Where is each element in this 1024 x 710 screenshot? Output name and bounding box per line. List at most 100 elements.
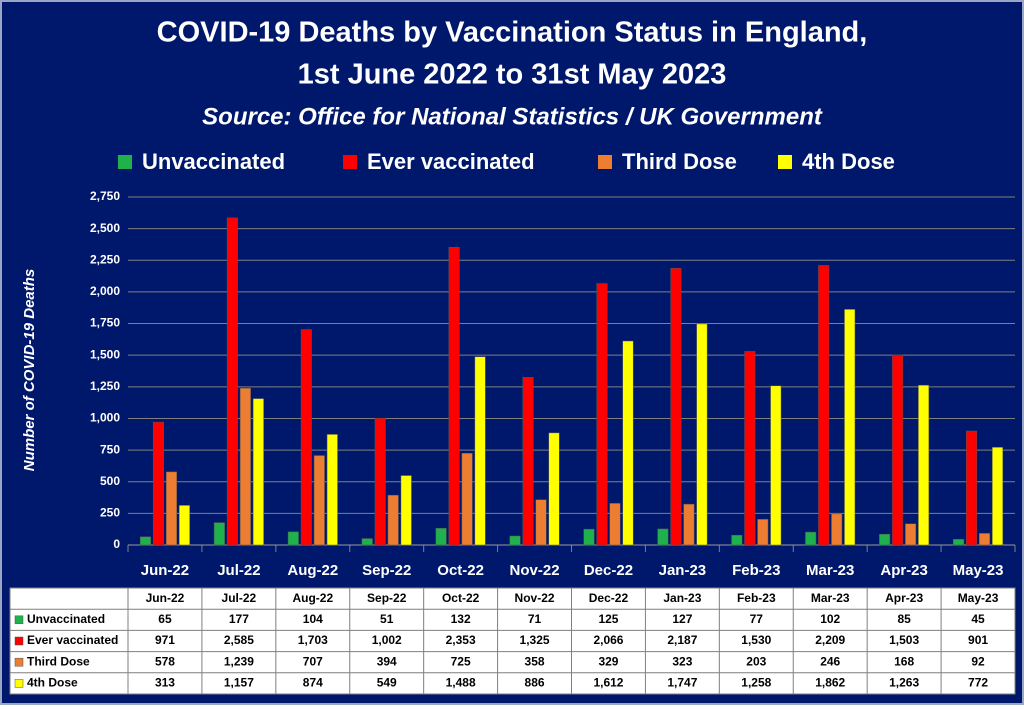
bar xyxy=(522,377,534,546)
table-cell: 358 xyxy=(525,654,545,668)
table-header: Jun-22 xyxy=(146,591,185,605)
x-tick-label: Apr-23 xyxy=(880,562,928,579)
x-tick-label: Aug-22 xyxy=(287,562,338,579)
bar xyxy=(683,503,695,546)
bar xyxy=(583,528,595,546)
bar xyxy=(374,417,386,546)
bar xyxy=(979,533,991,546)
table-cell: 203 xyxy=(746,654,766,668)
table-legend-swatch xyxy=(14,679,24,688)
bar xyxy=(953,539,965,546)
bar xyxy=(805,531,817,546)
table-header: Aug-22 xyxy=(292,591,333,605)
bar xyxy=(622,340,634,546)
legend-label: Unvaccinated xyxy=(142,149,285,174)
y-tick-label: 1,500 xyxy=(90,347,120,361)
x-tick-label: Nov-22 xyxy=(510,562,560,579)
table-cell: 1,703 xyxy=(298,633,328,647)
table-cell: 329 xyxy=(598,654,618,668)
table-cell: 1,157 xyxy=(224,676,254,690)
table-header: Feb-23 xyxy=(737,591,776,605)
table-cell: 1,325 xyxy=(520,633,550,647)
bar xyxy=(387,494,399,546)
table-cell: 102 xyxy=(820,612,840,626)
bar xyxy=(535,499,547,546)
legend-label: Third Dose xyxy=(622,149,737,174)
table-cell: 1,002 xyxy=(372,633,402,647)
table-cell: 177 xyxy=(229,612,249,626)
bar xyxy=(879,533,891,546)
bar xyxy=(300,329,312,546)
bar xyxy=(731,535,743,546)
table-cell: 1,258 xyxy=(741,676,771,690)
table-cell: 874 xyxy=(303,676,323,690)
table-cell: 313 xyxy=(155,676,175,690)
bar xyxy=(609,503,621,546)
table-cell: 92 xyxy=(971,654,985,668)
bar xyxy=(252,398,264,546)
bar xyxy=(657,528,669,546)
table-header: Dec-22 xyxy=(589,591,629,605)
bar xyxy=(744,351,756,546)
table-cell: 578 xyxy=(155,654,175,668)
x-tick-label: Jan-23 xyxy=(659,562,707,579)
bar xyxy=(239,387,251,546)
legend-swatch xyxy=(118,155,132,169)
bar xyxy=(165,471,177,546)
bar xyxy=(213,522,225,546)
table-cell: 1,862 xyxy=(815,676,845,690)
bar xyxy=(509,535,521,546)
bar xyxy=(435,528,447,546)
y-tick-label: 500 xyxy=(100,474,120,488)
bar xyxy=(596,283,608,546)
bar xyxy=(757,519,769,546)
table-legend-swatch xyxy=(14,636,24,646)
x-tick-label: Feb-23 xyxy=(732,562,780,579)
table-cell: 71 xyxy=(528,612,542,626)
table-row-label: Third Dose xyxy=(27,654,90,668)
bar xyxy=(178,505,190,546)
table-cell: 51 xyxy=(380,612,394,626)
table-cell: 2,209 xyxy=(815,633,845,647)
legend-label: 4th Dose xyxy=(802,149,895,174)
table-cell: 1,503 xyxy=(889,633,919,647)
table-cell: 1,747 xyxy=(667,676,697,690)
legend-label: Ever vaccinated xyxy=(367,149,535,174)
table-header: Jan-23 xyxy=(663,591,701,605)
table-cell: 725 xyxy=(451,654,471,668)
table-legend-swatch xyxy=(14,615,24,625)
legend-swatch xyxy=(778,155,792,169)
bar xyxy=(313,455,325,546)
table-cell: 772 xyxy=(968,676,988,690)
table-cell: 323 xyxy=(672,654,692,668)
y-tick-label: 750 xyxy=(100,442,120,456)
table-cell: 45 xyxy=(971,612,985,626)
table-cell: 1,239 xyxy=(224,654,254,668)
table-header: Jul-22 xyxy=(222,591,257,605)
table-row-label: Unvaccinated xyxy=(27,612,105,626)
table-cell: 77 xyxy=(750,612,764,626)
table-cell: 2,066 xyxy=(593,633,623,647)
x-tick-label: Mar-23 xyxy=(806,562,854,579)
data-table xyxy=(9,587,1016,695)
table-cell: 127 xyxy=(672,612,692,626)
legend-swatch xyxy=(598,155,612,169)
bar xyxy=(818,265,830,546)
bar xyxy=(226,217,238,546)
table-cell: 65 xyxy=(158,612,172,626)
bar xyxy=(918,384,930,546)
table-header: Sep-22 xyxy=(367,591,407,605)
table-cell: 707 xyxy=(303,654,323,668)
table-legend-swatch xyxy=(14,657,24,667)
table-header: Nov-22 xyxy=(515,591,555,605)
legend-swatch xyxy=(343,155,357,169)
chart-title: COVID-19 Deaths by Vaccination Status in… xyxy=(157,17,868,49)
table-cell: 125 xyxy=(598,612,618,626)
bar xyxy=(770,385,782,546)
bar xyxy=(400,475,412,546)
y-tick-label: 2,000 xyxy=(90,284,120,298)
table-cell: 1,612 xyxy=(593,676,623,690)
bar xyxy=(670,267,682,546)
chart-subtitle: Source: Office for National Statistics /… xyxy=(202,103,823,130)
